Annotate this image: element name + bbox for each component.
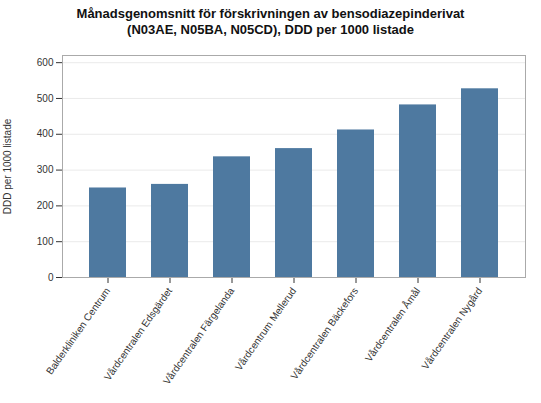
svg-text:600: 600 <box>37 56 54 67</box>
svg-text:Vårdcentrum Mellerud: Vårdcentrum Mellerud <box>233 285 298 372</box>
svg-text:Balderkliniken Centrum: Balderkliniken Centrum <box>44 285 112 376</box>
svg-text:Vårdcentralen Åmål: Vårdcentralen Åmål <box>362 284 422 363</box>
svg-text:200: 200 <box>37 200 54 211</box>
svg-text:100: 100 <box>37 235 54 246</box>
svg-text:Vårdcentralen Färgelanda: Vårdcentralen Färgelanda <box>161 285 237 386</box>
svg-text:Vårdcentralen Nygård: Vårdcentralen Nygård <box>419 285 484 371</box>
svg-text:0: 0 <box>48 271 54 282</box>
svg-text:Vårdcentralen Bäckefors: Vårdcentralen Bäckefors <box>288 285 360 381</box>
svg-text:500: 500 <box>37 92 54 103</box>
svg-text:DDD per 1000 listade: DDD per 1000 listade <box>2 118 13 214</box>
html-text:Månadsgenomsnitt för förskrivn: Månadsgenomsnitt för förskrivningen av b… <box>76 6 465 38</box>
svg-text:400: 400 <box>37 128 54 139</box>
svg-text:Vårdcentralen Edsgärdet: Vårdcentralen Edsgärdet <box>102 285 175 382</box>
svg-text:300: 300 <box>37 164 54 175</box>
